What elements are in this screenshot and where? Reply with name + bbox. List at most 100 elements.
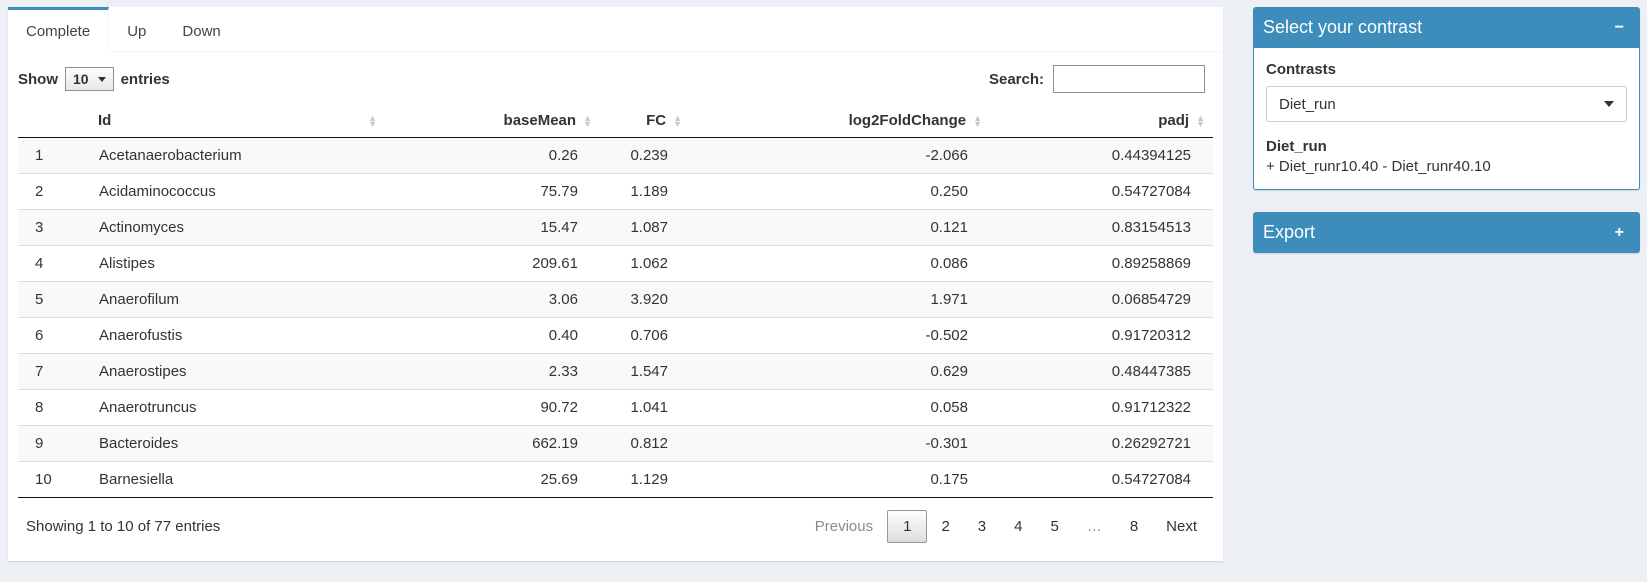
cell-Id: Alistipes <box>90 245 385 282</box>
sort-icon: ▲ ▼ <box>583 112 592 129</box>
tab-bar: Complete Up Down <box>8 7 1223 52</box>
column-label: Id <box>98 112 112 129</box>
cell-baseMean: 209.61 <box>385 245 600 282</box>
pagination-next[interactable]: Next <box>1166 518 1197 535</box>
pagination-3[interactable]: 3 <box>977 518 987 535</box>
sort-icon: ▲ ▼ <box>368 112 377 129</box>
cell-padj: 0.89258869 <box>990 245 1213 282</box>
table-row[interactable]: 4 Alistipes 209.61 1.062 0.086 0.89258869 <box>18 245 1213 282</box>
cell-FC: 1.189 <box>600 173 690 210</box>
cell-index: 9 <box>18 425 90 462</box>
page: Complete Up Down Show 10 entries Search: <box>8 7 1640 561</box>
cell-baseMean: 0.40 <box>385 317 600 354</box>
export-box-title: Export <box>1263 222 1316 242</box>
contrasts-label: Contrasts <box>1266 61 1337 78</box>
table-row[interactable]: 3 Actinomyces 15.47 1.087 0.121 0.83154513 <box>18 209 1213 246</box>
sort-icon: ▲ ▼ <box>1196 112 1205 129</box>
cell-index: 7 <box>18 353 90 390</box>
cell-index: 4 <box>18 245 90 282</box>
cell-index: 8 <box>18 389 90 426</box>
cell-log2FoldChange: -2.066 <box>925 147 968 164</box>
cell-log2FoldChange: -0.502 <box>690 317 990 354</box>
pagination-1[interactable]: 1 <box>887 510 928 543</box>
cell-FC: 0.812 <box>600 425 690 462</box>
pagination-previous[interactable]: Previous <box>814 518 874 535</box>
cell-index: 1 <box>35 147 44 164</box>
cell-FC: 0.706 <box>600 317 690 354</box>
cell-padj: 0.44394125 <box>1111 147 1191 164</box>
tab-down[interactable]: Down <box>164 7 239 51</box>
caret-down-icon <box>1604 101 1614 107</box>
cell-Id: Anaerofilum <box>90 281 385 318</box>
cell-log2FoldChange: 0.121 <box>690 209 990 246</box>
cell-log2FoldChange: 0.629 <box>690 353 990 390</box>
contrast-box-header: Select your contrast − <box>1253 7 1640 48</box>
contrast-name: Diet_run <box>1266 138 1327 155</box>
table-row[interactable]: 1 Acetanaerobacterium 0.26 0.239 -2.066 0.443… <box>18 137 1213 174</box>
tab-up[interactable]: Up <box>109 7 165 51</box>
cell-log2FoldChange: 0.175 <box>690 461 990 498</box>
column-header-padj[interactable]: padj ▲ ▼ <box>990 105 1213 138</box>
column-label: log2FoldChange <box>848 112 967 129</box>
pagination-8[interactable]: 8 <box>1129 518 1139 535</box>
cell-baseMean: 90.72 <box>385 389 600 426</box>
pagination-5[interactable]: 5 <box>1050 518 1059 535</box>
search-label: Search: <box>988 70 1044 88</box>
cell-FC: 1.087 <box>600 209 690 246</box>
cell-Id: Anaerotruncus <box>90 389 385 426</box>
table-row[interactable]: 6 Anaerofustis 0.40 0.706 -0.502 0.91720312 <box>18 317 1213 354</box>
collapse-plus-icon[interactable]: + <box>1609 224 1630 241</box>
cell-index: 3 <box>18 209 90 246</box>
column-header-FC[interactable]: FC ▲ ▼ <box>600 105 690 138</box>
column-header-baseMean[interactable]: baseMean ▲ ▼ <box>385 105 600 138</box>
table-row[interactable]: 5 Anaerofilum 3.06 3.920 1.971 0.06854729 <box>18 281 1213 318</box>
search-input[interactable] <box>1053 65 1205 93</box>
contrast-select[interactable]: Diet_run <box>1266 86 1627 122</box>
collapse-minus-icon[interactable]: − <box>1609 19 1630 36</box>
cell-padj: 0.91720312 <box>990 317 1213 354</box>
cell-baseMean: 2.33 <box>385 353 600 390</box>
cell-padj: 0.26292721 <box>990 425 1213 462</box>
cell-baseMean: 75.79 <box>385 173 600 210</box>
export-box-header: Export + <box>1253 212 1640 253</box>
cell-index: 5 <box>18 281 90 318</box>
show-entries-control: Show 10 entries <box>18 67 170 91</box>
cell-FC: 1.041 <box>600 389 690 426</box>
cell-baseMean: 3.06 <box>385 281 600 318</box>
table-info: Showing 1 to 10 of 77 entries <box>26 518 221 535</box>
table-row[interactable]: 10 Barnesiella 25.69 1.129 0.175 0.54727084 <box>18 461 1213 498</box>
results-table: Id ▲ ▼ baseMean ▲ ▼ FC ▲ ▼ log2FoldChange ▲ ▼ padj ▲ ▼… <box>18 105 1213 498</box>
pagination-ellipsis: … <box>1086 518 1102 535</box>
cell-index: 10 <box>18 461 90 498</box>
contrast-box: Select your contrast − Contrasts Diet_ru… <box>1253 7 1640 190</box>
page-length-select[interactable]: 10 <box>65 67 114 91</box>
cell-log2FoldChange: -0.301 <box>690 425 990 462</box>
table-row[interactable]: 7 Anaerostipes 2.33 1.547 0.629 0.48447385 <box>18 353 1213 390</box>
contrast-box-title: Select your contrast <box>1263 17 1423 37</box>
tab-complete[interactable]: Complete <box>8 7 110 52</box>
datatable-controls: Show 10 entries Search: <box>18 65 1213 93</box>
cell-FC: 3.920 <box>600 281 690 318</box>
pagination-4[interactable]: 4 <box>1014 518 1023 535</box>
cell-baseMean: 15.47 <box>385 209 600 246</box>
pagination-2[interactable]: 2 <box>941 518 950 535</box>
table-row[interactable]: 8 Anaerotruncus 90.72 1.041 0.058 0.91712322 <box>18 389 1213 426</box>
cell-padj: 0.83154513 <box>990 209 1213 246</box>
cell-baseMean: 25.69 <box>385 461 600 498</box>
contrast-box-body: Contrasts Diet_run Diet_run + Diet_runr1… <box>1253 48 1640 190</box>
cell-Id: Actinomyces <box>90 209 385 246</box>
caret-down-icon <box>97 76 106 82</box>
column-header-index <box>18 105 90 138</box>
cell-baseMean: 0.26 <box>548 147 578 164</box>
page-length-value: 10 <box>73 71 89 87</box>
table-head: Id ▲ ▼ baseMean ▲ ▼ FC ▲ ▼ log2FoldChange ▲ ▼ padj ▲ ▼ <box>18 105 1213 138</box>
column-header-Id[interactable]: Id ▲ ▼ <box>90 105 385 138</box>
cell-FC: 1.129 <box>600 461 690 498</box>
sidebar-column: Select your contrast − Contrasts Diet_ru… <box>1253 7 1640 275</box>
table-row[interactable]: 9 Bacteroides 662.19 0.812 -0.301 0.26292721 <box>18 425 1213 462</box>
column-header-log2FoldChange[interactable]: log2FoldChange ▲ ▼ <box>690 105 990 138</box>
column-label: padj <box>1158 112 1190 129</box>
cell-Id: Acidaminococcus <box>90 173 385 210</box>
table-row[interactable]: 2 Acidaminococcus 75.79 1.189 0.250 0.5472708… <box>18 173 1213 210</box>
entries-label: entries <box>120 70 170 88</box>
